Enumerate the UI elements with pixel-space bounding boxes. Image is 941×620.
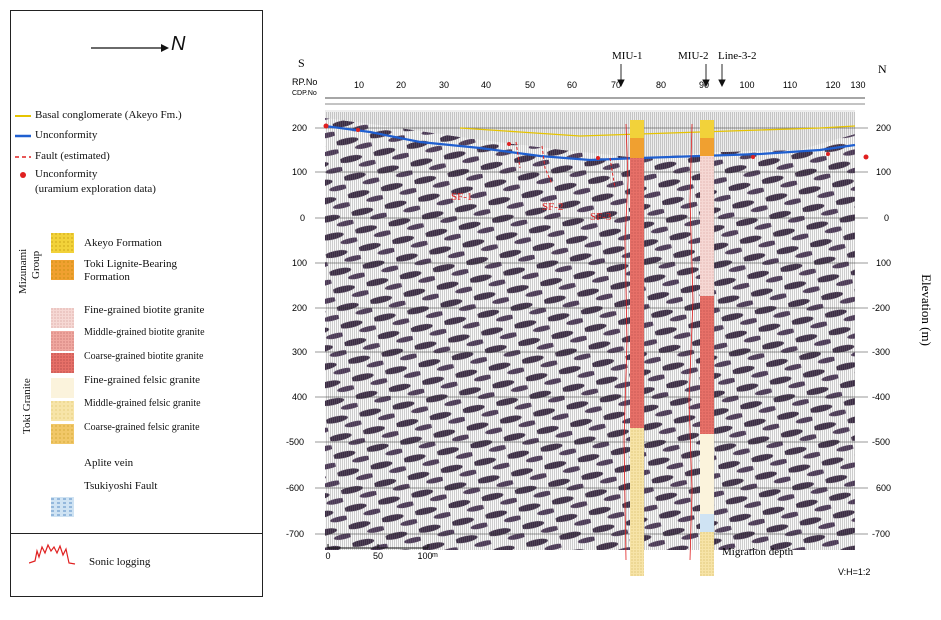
rp-tick: 130 — [850, 80, 865, 90]
unit-toki-lignite: Toki Lignite-Bearing — [84, 258, 178, 270]
elev-right: -200 — [872, 303, 890, 313]
elev-right: 100 — [876, 258, 891, 268]
north-arrow-icon — [91, 44, 169, 52]
fault-sf1-label: SF-1 — [451, 191, 472, 203]
rp-ticks: 10 20 30 40 50 60 70 80 90 100 110 120 1… — [354, 80, 866, 90]
unit-fine-felsic: Fine-grained felsic granite — [84, 374, 201, 386]
legend-unconformity-dot: Unconformity — [35, 168, 98, 180]
rp-no-label: RP.No — [292, 77, 317, 87]
unit-akeyo: Akeyo Formation — [84, 237, 162, 249]
unit-swatches — [51, 233, 74, 517]
elevation-axis-label: Elevation (m) — [919, 274, 934, 346]
scale-tick: 0 — [325, 551, 330, 561]
borehole-miu2-label: MIU-2 — [678, 50, 709, 62]
scale-bar: 0 50 100 m — [325, 544, 438, 561]
elev-left: 300 — [292, 347, 307, 357]
rp-tick: 40 — [481, 80, 491, 90]
elevation-gridlines — [315, 127, 868, 535]
scale-unit: m — [432, 552, 438, 559]
rp-tick: 100 — [739, 80, 754, 90]
fault-sf2-label: SF-2 — [542, 201, 563, 213]
unit-coarse-biotite: Coarse-grained biotite granite — [84, 351, 204, 362]
unit-tsukiyoshi: Tsukiyoshi Fault — [84, 480, 158, 492]
rp-tick: 30 — [439, 80, 449, 90]
toki-granite-label: Toki Granite — [21, 378, 33, 434]
elev-left: 0 — [300, 213, 305, 223]
line32-arrow-icon — [718, 79, 726, 88]
south-label: S — [298, 56, 305, 70]
fault-sf3-label: SF-3 — [590, 211, 612, 223]
mizunami-group-label-1: Mizunami — [17, 248, 29, 294]
miu2-sonic-log — [688, 123, 694, 561]
elev-right: -500 — [872, 437, 890, 447]
miu2-arrow-icon — [702, 79, 710, 88]
rp-tick: 110 — [783, 80, 797, 90]
ratio-label: V:H=1:2 — [838, 567, 870, 577]
elev-left: -700 — [286, 529, 304, 539]
rp-tick: 120 — [825, 80, 840, 90]
unit-coarse-felsic: Coarse-grained felsic granite — [84, 422, 200, 433]
seismic-section-svg: S N RP.No CDP.No 10 20 30 40 50 60 70 80… — [286, 50, 934, 577]
elevation-labels-left: 200 100 0 100 200 300 400 -500 -600 -700 — [286, 123, 307, 539]
sonic-logging-icon — [29, 543, 76, 565]
elev-left: -600 — [286, 483, 304, 493]
sonic-logging-label: Sonic logging — [89, 556, 151, 568]
uranium-dots — [323, 123, 869, 160]
mizunami-group-label-2: Group — [30, 250, 42, 279]
rp-tick: 50 — [525, 80, 535, 90]
elev-left: 100 — [292, 167, 307, 177]
seismic-image — [325, 110, 855, 550]
legend-uranium-note: (uramium exploration data) — [35, 183, 156, 195]
unconformity-dot-icon — [20, 172, 26, 178]
elev-left: 200 — [292, 123, 307, 133]
fault-lines — [515, 141, 616, 189]
elev-right: 0 — [884, 213, 889, 223]
legend-basal-conglomerate: Basal conglomerate (Akeyo Fm.) — [35, 109, 182, 121]
scale-tick: 100 — [417, 551, 432, 561]
elev-left: 400 — [292, 392, 307, 402]
rp-tick: 60 — [567, 80, 577, 90]
borehole-arrows — [617, 64, 726, 88]
legend-unconformity: Unconformity — [35, 129, 98, 141]
unit-toki-lignite-2: Formation — [84, 271, 130, 283]
rp-tick: 70 — [611, 80, 621, 90]
legend-panel: N Basal conglomerate (Akeyo Fm.) Unconfo… — [10, 10, 263, 597]
unit-middle-biotite: Middle-grained biotite granite — [84, 327, 205, 338]
rp-tick: 90 — [699, 80, 709, 90]
cdp-no-label: CDP.No — [292, 90, 317, 97]
miu1-arrow-icon — [617, 79, 625, 88]
legend-divider — [11, 533, 262, 534]
rp-tick: 10 — [354, 80, 364, 90]
elevation-labels-right: 200 100 0 100 -200 -300 -400 -500 600 -7… — [872, 123, 891, 539]
elev-left: 100 — [292, 258, 307, 268]
scale-tick: 50 — [373, 551, 383, 561]
elev-right: 600 — [876, 483, 891, 493]
unconformity-horizon — [324, 124, 856, 162]
north-label: N — [171, 33, 186, 55]
elev-right: -700 — [872, 529, 890, 539]
elev-right: 200 — [876, 123, 891, 133]
basal-conglomerate-horizon — [459, 125, 856, 137]
unit-aplite: Aplite vein — [84, 457, 134, 469]
unit-middle-felsic: Middle-grained felsic granite — [84, 398, 201, 409]
elev-right: 100 — [876, 167, 891, 177]
migration-depth-label: Migration depth — [722, 546, 794, 558]
legend-fault: Fault (estimated) — [35, 150, 110, 162]
miu1-sonic-log — [623, 123, 629, 561]
line-3-2-label: Line-3-2 — [718, 50, 756, 62]
line-legend-symbols — [15, 115, 31, 178]
north-end-label: N — [878, 62, 887, 76]
borehole-miu2 — [688, 120, 714, 576]
rp-tick: 20 — [396, 80, 406, 90]
elev-left: -500 — [286, 437, 304, 447]
elev-right: -400 — [872, 392, 890, 402]
unit-fine-biotite: Fine-grained biotite granite — [84, 304, 205, 316]
seismic-section: S N RP.No CDP.No 10 20 30 40 50 60 70 80… — [280, 40, 940, 615]
rp-tick: 80 — [656, 80, 666, 90]
elev-left: 200 — [292, 303, 307, 313]
borehole-miu1 — [623, 120, 644, 576]
borehole-miu1-label: MIU-1 — [612, 50, 643, 62]
elev-right: -300 — [872, 347, 890, 357]
